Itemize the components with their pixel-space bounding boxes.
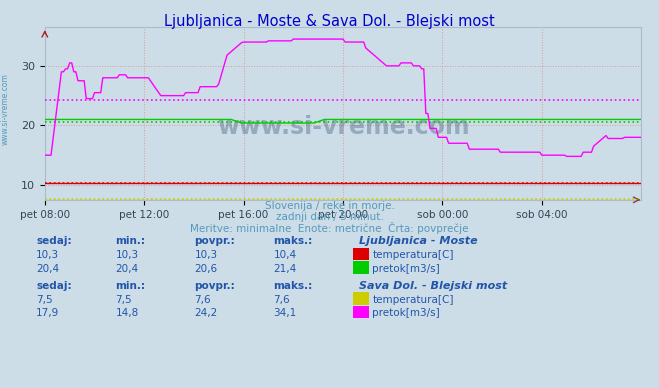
Text: 20,4: 20,4 [36,263,59,274]
Text: sedaj:: sedaj: [36,236,72,246]
Text: Ljubljanica - Moste: Ljubljanica - Moste [359,236,478,246]
Text: 24,2: 24,2 [194,308,217,318]
Text: www.si-vreme.com: www.si-vreme.com [217,115,469,139]
Text: 10,3: 10,3 [194,250,217,260]
Text: 10,4: 10,4 [273,250,297,260]
Text: 17,9: 17,9 [36,308,59,318]
Text: 7,6: 7,6 [194,294,211,305]
Text: pretok[m3/s]: pretok[m3/s] [372,308,440,318]
Text: maks.:: maks.: [273,236,313,246]
Text: maks.:: maks.: [273,281,313,291]
Text: povpr.:: povpr.: [194,281,235,291]
Text: sedaj:: sedaj: [36,281,72,291]
Text: 7,6: 7,6 [273,294,290,305]
Text: Meritve: minimalne  Enote: metrične  Črta: povprečje: Meritve: minimalne Enote: metrične Črta:… [190,222,469,234]
Text: 7,5: 7,5 [36,294,53,305]
Text: pretok[m3/s]: pretok[m3/s] [372,263,440,274]
Text: temperatura[C]: temperatura[C] [372,250,454,260]
Text: Ljubljanica - Moste & Sava Dol. - Blejski most: Ljubljanica - Moste & Sava Dol. - Blejsk… [164,14,495,29]
Text: Slovenija / reke in morje.: Slovenija / reke in morje. [264,201,395,211]
Text: min.:: min.: [115,236,146,246]
Text: 10,3: 10,3 [36,250,59,260]
Text: 7,5: 7,5 [115,294,132,305]
Text: 20,4: 20,4 [115,263,138,274]
Text: Sava Dol. - Blejski most: Sava Dol. - Blejski most [359,281,507,291]
Text: 21,4: 21,4 [273,263,297,274]
Text: povpr.:: povpr.: [194,236,235,246]
Text: min.:: min.: [115,281,146,291]
Text: 10,3: 10,3 [115,250,138,260]
Text: www.si-vreme.com: www.si-vreme.com [1,73,10,145]
Text: temperatura[C]: temperatura[C] [372,294,454,305]
Text: 20,6: 20,6 [194,263,217,274]
Text: 14,8: 14,8 [115,308,138,318]
Text: 34,1: 34,1 [273,308,297,318]
Text: zadnji dan / 5 minut.: zadnji dan / 5 minut. [275,212,384,222]
